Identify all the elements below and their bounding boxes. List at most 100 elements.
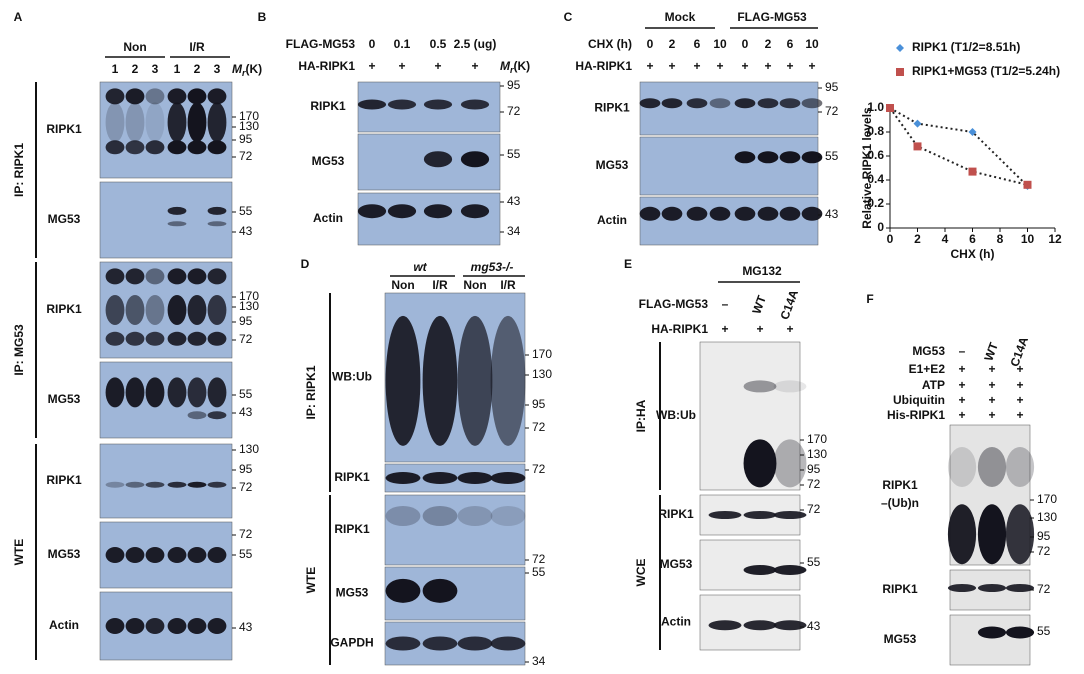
band xyxy=(385,578,421,603)
mr-symbol: M xyxy=(500,59,511,73)
band xyxy=(167,547,187,563)
row-value: 2.5 (ug) xyxy=(454,37,497,51)
blot-name: RIPK1 xyxy=(46,302,82,316)
band xyxy=(947,584,977,592)
blot-name: MG53 xyxy=(336,586,369,600)
lane-label: I/R xyxy=(500,278,516,292)
band xyxy=(167,88,187,105)
blot-name: RIPK1 xyxy=(334,470,370,484)
point xyxy=(913,119,922,128)
row-label: Ubiquitin xyxy=(893,393,945,407)
band xyxy=(207,331,227,346)
band xyxy=(422,578,458,603)
mw-marker: 95 xyxy=(825,80,839,94)
band xyxy=(423,204,453,219)
band xyxy=(457,506,493,526)
blot xyxy=(357,192,501,246)
row-label: HA-RIPK1 xyxy=(298,59,355,73)
band xyxy=(105,268,125,285)
band xyxy=(423,99,453,110)
band xyxy=(125,295,145,325)
trend-line xyxy=(889,107,1029,187)
legend-label: RIPK1 (T1/2=8.51h) xyxy=(912,40,1020,54)
mw-marker: 95 xyxy=(239,462,253,476)
band xyxy=(460,204,490,219)
mw-marker: 55 xyxy=(1037,624,1051,638)
row-value: 0 xyxy=(369,37,376,51)
y-tick-label: 0.4 xyxy=(867,172,884,186)
band xyxy=(779,206,801,221)
group-label: wt xyxy=(413,260,427,274)
x-axis-label: CHX (h) xyxy=(951,247,995,261)
band xyxy=(105,102,125,143)
band xyxy=(187,268,207,285)
blot-name: WB:Ub xyxy=(332,370,372,384)
row-value: + xyxy=(693,59,700,73)
mw-marker: 95 xyxy=(239,132,253,146)
row-value: + xyxy=(988,378,995,392)
point xyxy=(1023,180,1032,189)
point xyxy=(886,104,894,112)
band xyxy=(207,547,227,563)
row-value: – xyxy=(959,344,966,358)
row-value: + xyxy=(721,322,728,336)
blot-name: RIPK1 xyxy=(882,478,918,492)
mw-marker: 72 xyxy=(239,527,253,541)
row-value: + xyxy=(716,59,723,73)
mw-marker: 72 xyxy=(1037,582,1051,596)
mr-unit: (K) xyxy=(514,59,531,73)
mw-marker: 55 xyxy=(825,149,839,163)
mw-marker: 130 xyxy=(239,442,259,456)
band xyxy=(1005,504,1035,565)
band xyxy=(207,377,227,408)
band xyxy=(801,151,823,164)
group-label: MG132 xyxy=(742,264,782,278)
row-value: + xyxy=(786,322,793,336)
x-tick-label: 8 xyxy=(997,232,1004,246)
lane-label: Non xyxy=(463,278,486,292)
band xyxy=(105,331,125,346)
lane-label: 2 xyxy=(194,62,201,76)
band xyxy=(490,472,526,484)
lane-label: Non xyxy=(391,278,414,292)
row-value: 2 xyxy=(669,37,676,51)
band xyxy=(422,315,458,446)
row-value: + xyxy=(741,59,748,73)
band xyxy=(105,377,125,408)
band xyxy=(773,511,807,519)
mw-marker: 43 xyxy=(507,194,521,208)
mw-marker: 170 xyxy=(807,432,827,446)
band xyxy=(387,204,417,219)
group-label: FLAG-MG53 xyxy=(737,10,807,24)
band xyxy=(708,511,742,519)
mw-marker: 43 xyxy=(239,620,253,634)
band xyxy=(125,547,145,563)
mw-marker: 55 xyxy=(239,387,253,401)
band xyxy=(1005,584,1035,592)
mr-label: Mr(K) xyxy=(232,62,262,78)
row-label: CHX (h) xyxy=(588,37,632,51)
band xyxy=(105,618,125,634)
band xyxy=(773,565,807,575)
row-value: + xyxy=(958,362,965,376)
mw-marker: 72 xyxy=(532,552,546,566)
mw-marker: 95 xyxy=(807,462,821,476)
mr-unit: (K) xyxy=(246,62,263,76)
band xyxy=(779,151,801,164)
band xyxy=(385,636,421,651)
band xyxy=(773,439,807,488)
blot xyxy=(949,614,1031,666)
row-value: + xyxy=(958,408,965,422)
y-tick-label: 1.0 xyxy=(867,100,884,114)
band xyxy=(490,506,526,526)
mw-marker: 34 xyxy=(507,224,521,238)
row-value: 0 xyxy=(742,37,749,51)
y-axis-label: Relative RIPK1 levels xyxy=(860,107,874,229)
row-value: + xyxy=(988,362,995,376)
band xyxy=(105,140,125,155)
band xyxy=(167,268,187,285)
blot-name: RIPK1 xyxy=(658,507,694,521)
blot-name: Actin xyxy=(661,615,691,629)
band xyxy=(145,102,165,143)
